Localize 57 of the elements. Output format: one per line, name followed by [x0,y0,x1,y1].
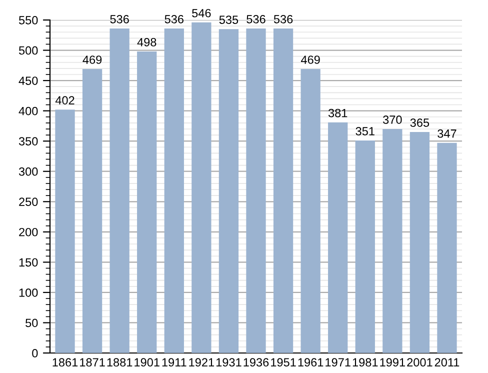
bar [437,142,457,353]
x-tick-label: 1936 [244,358,269,367]
bar [382,128,402,353]
bar [300,69,320,353]
bar [246,28,266,353]
bar [55,110,75,353]
data-label: 347 [438,129,456,138]
x-tick-label: 2001 [407,358,432,367]
x-tick-label: 1991 [380,358,405,367]
bar [82,69,102,353]
y-tick-label: 550 [18,16,38,24]
data-label: 498 [137,38,156,46]
x-tick-label: 1871 [80,358,105,367]
data-label: 381 [328,108,348,118]
y-tick-label: 450 [18,76,38,85]
data-label: 546 [192,8,211,18]
data-label: 536 [246,15,266,24]
x-tick-label: 1921 [189,358,214,367]
y-tick-label: 500 [18,46,38,55]
data-label: 370 [383,116,402,124]
y-tick-label: 200 [19,228,38,236]
x-tick-label: 1881 [107,358,132,367]
bar [164,28,184,353]
y-tick-label: 250 [19,198,38,206]
bar [273,28,294,353]
data-label: 535 [219,16,238,24]
data-label: 536 [110,15,129,24]
bar [218,29,239,353]
x-tick-label: 1861 [52,358,78,367]
x-tick-label: 1981 [352,358,378,367]
x-tick-label: 1971 [326,358,350,367]
x-tick-label: 1951 [271,358,296,367]
y-tick-label: 350 [18,137,38,146]
x-tick-label: 1961 [298,358,324,367]
data-label: 469 [300,56,320,64]
data-label: 469 [82,56,102,64]
bar [410,132,430,353]
x-tick-label: 2011 [434,358,460,367]
data-label: 536 [274,15,293,24]
data-label: 365 [410,118,430,127]
x-tick-label: 1911 [162,358,186,367]
data-label: 351 [356,127,374,136]
bar [355,140,375,353]
bar [110,28,130,353]
x-tick-label: 1901 [134,358,160,367]
bar [137,51,157,353]
data-label: 402 [55,96,74,104]
y-tick-label: 150 [19,258,38,267]
y-tick-label: 400 [18,106,38,116]
bar [192,22,212,353]
y-tick-label: 100 [19,288,38,297]
y-tick-label: 0 [32,349,38,358]
x-tick-label: 1931 [216,358,242,367]
y-tick-label: 300 [18,167,38,176]
y-tick-label: 50 [26,318,38,328]
data-label: 536 [164,15,184,24]
bar [328,122,348,353]
